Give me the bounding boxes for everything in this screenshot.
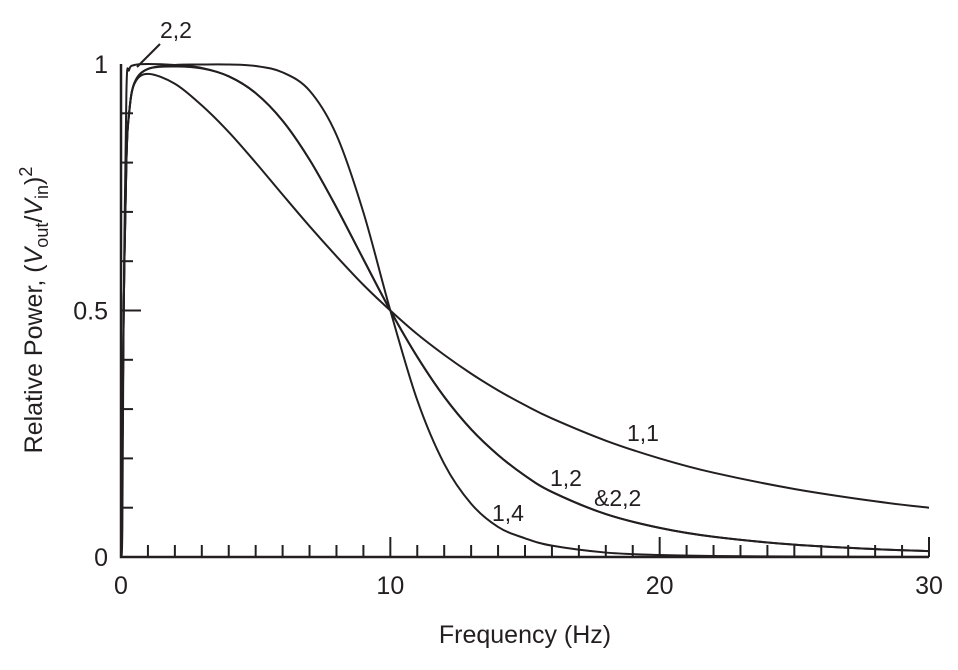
axes-lines [119,64,929,559]
y-title-sub2: in [32,185,52,199]
x-tick-label: 0 [114,572,128,600]
axes [119,64,930,559]
x-tick-label: 30 [915,572,943,600]
y-tick-label: 0 [94,544,108,572]
y-title-suffix: ) [20,177,48,185]
annotation-2-2-top: 2,2 [160,17,192,43]
y-tick-label: 1 [94,51,108,79]
annotation-1-4: 1,4 [492,500,524,526]
annotation-1-1: 1,1 [627,420,659,446]
y-title-slash: / [20,216,48,223]
series-line-1-4 [120,63,930,558]
annotation-leader-line [136,43,161,68]
y-axis-title: Relative Power, (Vout/Vin)2 [16,167,52,454]
series-line-2-2 [120,62,930,558]
annotation-1-2: 1,2 [550,465,582,491]
x-tick-label: 20 [646,572,674,600]
y-title-prefix: Relative Power, ( [20,264,48,454]
y-tick-label: 0.5 [73,298,108,326]
annotation-and-2-2: &2,2 [594,485,641,511]
y-title-sup: 2 [16,167,36,177]
series-line-1-1 [120,72,930,558]
curves [120,62,930,558]
series-line-1-2 [120,65,930,558]
y-title-sub1: out [32,223,52,248]
y-title-v1: V [20,245,48,264]
y-title-v2: V [20,197,48,216]
tick-labels: 0 10 20 30 0 0.5 1 [73,51,943,600]
x-tick-label: 10 [376,572,404,600]
x-axis-title: Frequency (Hz) [439,621,611,649]
